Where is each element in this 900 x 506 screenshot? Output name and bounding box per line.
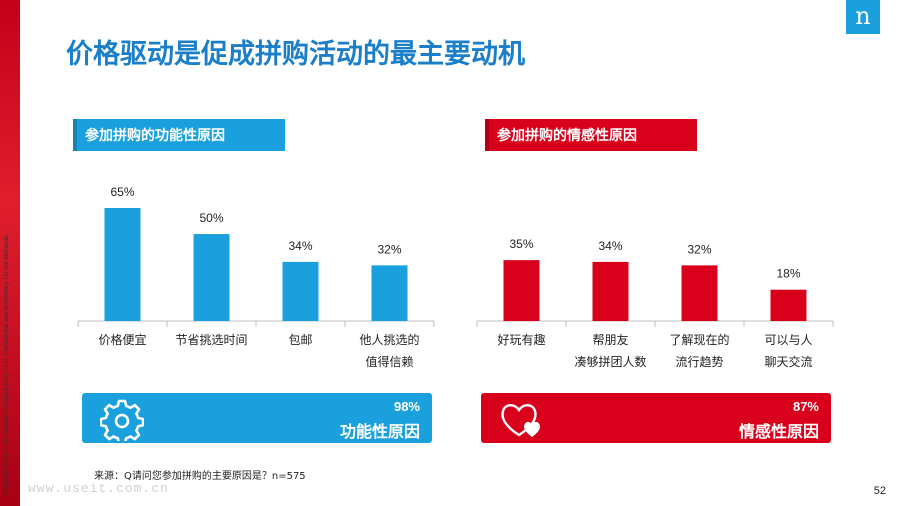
category-label: 流行趋势 <box>675 355 723 369</box>
bar <box>592 261 629 321</box>
emotional-summary-label: 情感性原因 <box>738 422 819 441</box>
emotional-summary-percent: 87% <box>792 399 819 414</box>
category-label: 节省挑选时间 <box>175 333 247 347</box>
category-label: 包邮 <box>288 333 312 347</box>
data-label: 34% <box>598 239 622 253</box>
functional-section-header: 参加拼购的功能性原因 <box>73 119 285 151</box>
category-label: 他人挑选的 <box>359 332 419 347</box>
functional-summary-label: 功能性原因 <box>339 422 420 441</box>
data-label: 35% <box>509 237 533 251</box>
data-label: 32% <box>687 242 711 256</box>
functional-section-title: 参加拼购的功能性原因 <box>85 128 225 144</box>
page-number: 52 <box>873 485 886 497</box>
hearts-icon <box>501 404 540 437</box>
source-note: 来源：Q请问您参加拼购的主要原因是？n=575 <box>94 471 306 482</box>
functional-summary-box: 98% 功能性原因 <box>82 393 432 443</box>
functional-summary-percent: 98% <box>393 399 420 414</box>
bar <box>282 261 319 321</box>
category-label: 价格便宜 <box>98 332 146 347</box>
bar <box>104 208 141 321</box>
category-label: 了解现在的 <box>669 332 729 347</box>
data-label: 65% <box>110 185 134 199</box>
emotional-summary-box: 87% 情感性原因 <box>481 393 831 443</box>
bar <box>770 289 807 321</box>
bar <box>503 260 540 321</box>
category-label: 值得信赖 <box>365 354 413 369</box>
category-label: 帮朋友 <box>592 333 628 347</box>
header-accent <box>485 119 489 151</box>
category-label: 好玩有趣 <box>497 332 545 347</box>
left-decorative-stripe <box>0 0 20 506</box>
data-label: 18% <box>776 267 800 281</box>
bar <box>681 265 718 321</box>
category-label: 聊天交流 <box>764 354 812 369</box>
data-label: 50% <box>199 211 223 225</box>
emotional-section-title: 参加拼购的情感性原因 <box>497 128 637 144</box>
bar <box>371 265 408 321</box>
gear-icon <box>100 399 144 441</box>
emotional-section-header: 参加拼购的情感性原因 <box>485 119 697 151</box>
bar <box>193 234 230 321</box>
page-title: 价格驱动是促成拼购活动的最主要动机 <box>66 39 525 70</box>
data-label: 34% <box>288 239 312 253</box>
watermark: www.useit.com.cn <box>28 481 169 496</box>
nielsen-logo: n <box>846 0 880 34</box>
header-accent <box>73 119 77 151</box>
category-label: 凑够拼团人数 <box>574 354 646 369</box>
category-label: 可以与人 <box>764 333 812 347</box>
data-label: 32% <box>377 242 401 256</box>
